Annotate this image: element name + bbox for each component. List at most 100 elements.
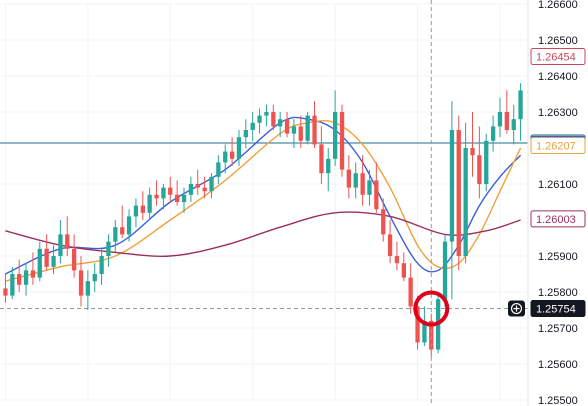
candle-body <box>381 209 386 235</box>
candle-body <box>491 126 496 141</box>
price-tag-box <box>530 136 586 154</box>
candle-body <box>456 130 461 256</box>
candle-bearish <box>284 112 290 138</box>
candle-body <box>394 256 400 264</box>
plus-circle-icon <box>510 302 523 315</box>
candle-bearish <box>381 198 386 242</box>
candle-bullish <box>278 112 283 138</box>
candle-body <box>113 227 118 242</box>
candle-body <box>271 112 276 127</box>
candle-bearish <box>230 137 235 166</box>
candle-body <box>120 227 125 235</box>
candle-bearish <box>504 90 509 134</box>
candle-body <box>161 187 166 199</box>
candle-bearish <box>140 191 145 220</box>
candle-body <box>85 281 90 296</box>
candle-bullish <box>333 90 338 166</box>
price-tick-label: 1.26400 <box>538 71 578 83</box>
price-tag: 1.26207 <box>530 136 586 154</box>
candle-body <box>339 112 345 170</box>
candle-bullish <box>264 104 269 127</box>
candle-body <box>195 184 200 188</box>
candle-body <box>326 158 331 174</box>
candle-bullish <box>326 148 331 192</box>
candle-bearish <box>17 259 22 292</box>
price-tag: 1.26003 <box>530 210 586 228</box>
candle-bearish <box>401 252 406 282</box>
price-tick-label: 1.25800 <box>538 287 578 299</box>
candle-bullish <box>209 173 214 199</box>
candle-bullish <box>216 155 221 184</box>
candle-body <box>298 126 303 141</box>
candle-body <box>367 180 372 195</box>
candle-body <box>58 234 63 256</box>
candle-body <box>44 248 49 267</box>
crosshair <box>413 0 525 406</box>
price-tick-label: 1.26100 <box>538 179 578 191</box>
candle-bearish <box>44 234 49 271</box>
candle-body <box>140 205 145 213</box>
candle-body <box>284 119 290 134</box>
candle-body <box>449 130 455 242</box>
candle-body <box>209 176 214 192</box>
price-tick-label: 1.25500 <box>538 395 578 406</box>
candle-bearish <box>346 155 351 199</box>
candle-bullish <box>236 130 242 166</box>
candle-bearish <box>202 176 207 199</box>
candle-bullish <box>37 241 42 282</box>
candle-body <box>78 270 84 296</box>
candle-body <box>72 248 77 271</box>
candle-bullish <box>491 115 496 152</box>
candle-body <box>346 169 351 188</box>
candle-body <box>291 126 297 134</box>
candle-bullish <box>58 220 63 264</box>
candle-bullish <box>99 248 104 285</box>
highlight-circle <box>413 290 450 327</box>
candle-bullish <box>188 176 194 202</box>
candle-body <box>202 187 207 192</box>
candle-body <box>518 90 523 120</box>
candle-body <box>264 112 269 116</box>
price-tick-label: 1.26300 <box>538 107 578 119</box>
candle-bearish <box>394 241 400 271</box>
candle-body <box>243 130 248 138</box>
price-tag-label: 1.26207 <box>536 140 576 152</box>
candle-body <box>360 173 365 195</box>
candle-bearish <box>30 252 36 285</box>
grid-lines <box>0 3 528 401</box>
candle-body <box>250 122 255 130</box>
candle-body <box>188 184 194 195</box>
price-tag-box <box>530 48 586 66</box>
candle-body <box>333 112 338 159</box>
price-axis[interactable]: 1.26600 1.26500 1.26400 1.26300 1.26100 1.259… <box>527 0 588 406</box>
candle-body <box>511 119 516 130</box>
candle-bullish <box>133 198 139 228</box>
price-tick-label: 1.25700 <box>538 323 578 335</box>
candle-bullish <box>85 270 90 310</box>
add-alert-button[interactable] <box>508 300 525 317</box>
candle-bullish <box>367 169 372 206</box>
candle-body <box>10 274 15 296</box>
candle-body <box>223 151 228 163</box>
candle-bullish <box>497 97 503 138</box>
candle-body <box>30 270 36 278</box>
candle-body <box>65 234 70 249</box>
candle-bearish <box>429 313 434 357</box>
price-tick-label: 1.26500 <box>538 35 578 47</box>
candle-bearish <box>312 101 317 148</box>
price-tag: 1.25754 <box>530 300 586 318</box>
candle-bearish <box>470 112 475 177</box>
price-tag-box <box>530 210 586 228</box>
candle-bullish <box>161 184 166 210</box>
candle-bearish <box>477 126 482 199</box>
candle-bullish <box>51 245 56 274</box>
candle-body <box>463 148 468 256</box>
price-tag-label: 1.26454 <box>536 52 576 64</box>
candle-body <box>312 115 317 145</box>
candle-body <box>305 115 310 141</box>
candle-body <box>236 137 242 159</box>
candle-bearish <box>3 274 8 303</box>
candle-body <box>51 256 56 267</box>
